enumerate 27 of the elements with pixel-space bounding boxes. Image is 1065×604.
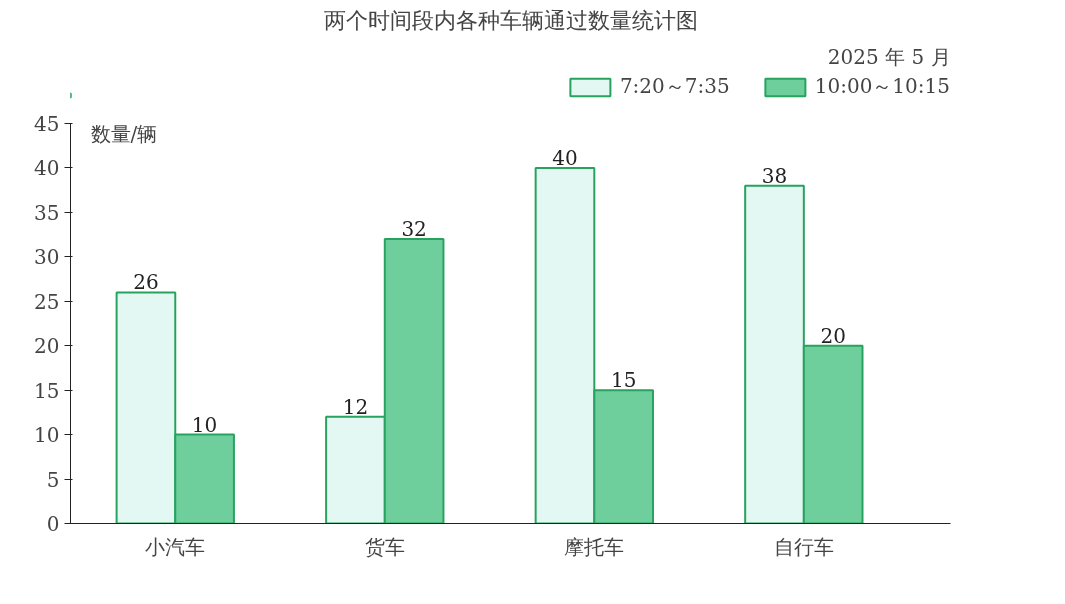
y-tick-label: 10 xyxy=(34,423,60,448)
x-tick-label: 小汽车 xyxy=(145,534,206,559)
y-tick-label: 35 xyxy=(34,200,60,225)
legend-label: 7:20～7:35 xyxy=(619,73,730,100)
data-label: 40 xyxy=(552,145,578,170)
y-tick-label: 20 xyxy=(34,334,60,359)
legend-label: 10:00～10:15 xyxy=(814,73,950,100)
data-label: 26 xyxy=(133,270,159,295)
data-label: 38 xyxy=(761,163,788,188)
data-label: 10 xyxy=(191,412,218,437)
y-tick-label: 30 xyxy=(34,245,60,270)
chart-subtitle: 2025 年 5 月 xyxy=(827,44,951,69)
x-tick-label: 自行车 xyxy=(773,534,834,559)
data-label: 32 xyxy=(401,217,427,242)
y-tick-label: 25 xyxy=(34,289,60,314)
data-label: 12 xyxy=(342,394,369,419)
chart-title: 两个时间段内各种车辆通过数量统计图 xyxy=(323,7,698,33)
y-tick-label: 15 xyxy=(34,378,60,403)
data-label: 15 xyxy=(610,368,637,393)
y-tick-label: 40 xyxy=(34,156,60,181)
x-tick-label: 摩托车 xyxy=(564,534,625,559)
data-label: 20 xyxy=(820,323,846,348)
y-tick-label: 45 xyxy=(34,112,60,136)
y-tick-label: 5 xyxy=(46,467,60,492)
y-axis-title: 数量/辆 xyxy=(90,121,158,146)
x-tick-label: 货车 xyxy=(364,534,405,559)
y-tick-label: 0 xyxy=(46,512,60,536)
